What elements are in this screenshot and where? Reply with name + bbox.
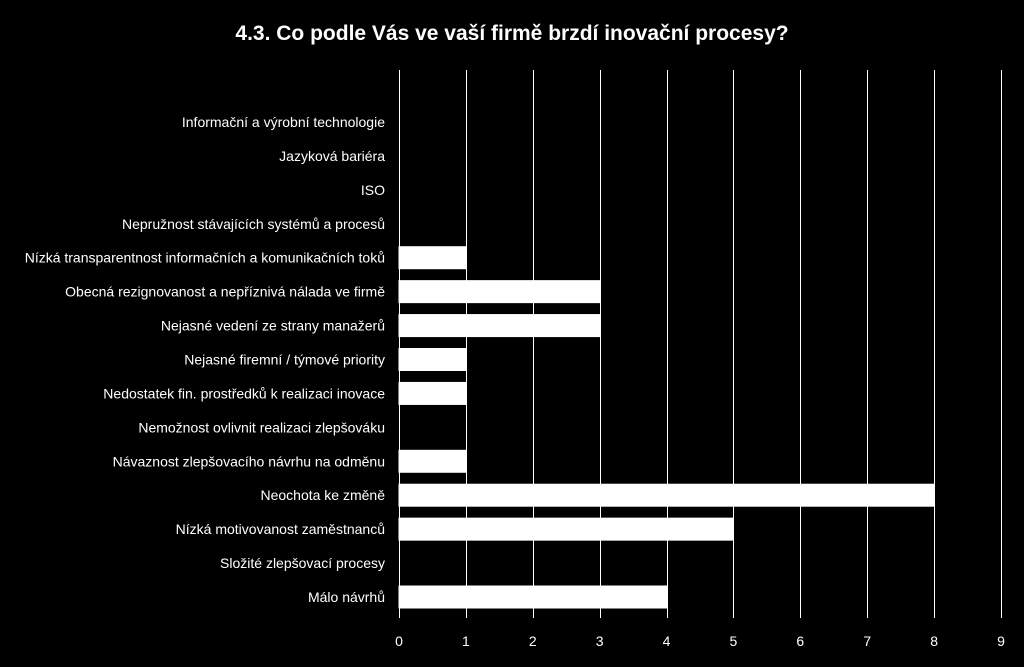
- x-tick-label: 5: [730, 633, 738, 649]
- x-tick-label: 2: [529, 633, 537, 649]
- x-tick-label: 6: [796, 633, 804, 649]
- x-tick-label: 1: [462, 633, 470, 649]
- x-tick-label: 0: [395, 633, 403, 649]
- x-tick-label: 9: [997, 633, 1005, 649]
- x-tick-label: 3: [596, 633, 604, 649]
- bar: [398, 246, 467, 270]
- category-label: Málo návrhů: [308, 589, 385, 605]
- category-label: Jazyková bariéra: [279, 148, 385, 164]
- category-label: Nízká motivovanost zaměstnanců: [176, 521, 385, 537]
- bar: [398, 517, 734, 541]
- category-label: Nízká transparentnost informačních a kom…: [25, 250, 385, 266]
- category-label: Složité zlepšovací procesy: [220, 555, 385, 571]
- category-label: Nepružnost stávajících systémů a procesů: [122, 216, 385, 232]
- category-label: Nedostatek fin. prostředků k realizaci i…: [103, 385, 385, 401]
- category-label: Nejasné firemní / týmové priority: [184, 352, 385, 368]
- gridlines: [399, 70, 1002, 618]
- bar: [398, 314, 601, 338]
- bar: [398, 585, 668, 609]
- bar: [398, 381, 467, 405]
- chart-title: 4.3. Co podle Vás ve vaší firmě brzdí in…: [235, 22, 788, 45]
- category-label: Obecná rezignovanost a nepříznivá nálada…: [65, 284, 385, 300]
- category-label: Nemožnost ovlivnit realizaci zlepšováku: [138, 419, 385, 435]
- x-tick-label: 8: [930, 633, 938, 649]
- x-tick-label: 7: [863, 633, 871, 649]
- x-tick-label: 4: [663, 633, 671, 649]
- category-label: Nejasné vedení ze strany manažerů: [161, 318, 385, 334]
- category-label: Návaznost zlepšovacího návrhu na odměnu: [113, 453, 385, 469]
- bar: [398, 483, 935, 507]
- bar: [398, 280, 601, 304]
- bars: [398, 246, 935, 609]
- category-label: Informační a výrobní technologie: [182, 114, 385, 130]
- bar: [398, 348, 467, 371]
- x-axis-ticks: 0 1 2 3 4 5 6 7 8 9: [395, 633, 1005, 649]
- bar: [398, 449, 467, 473]
- category-label: Neochota ke změně: [260, 487, 385, 503]
- category-label: ISO: [361, 182, 385, 198]
- category-labels: Informační a výrobní technologie Jazyková…: [25, 114, 386, 605]
